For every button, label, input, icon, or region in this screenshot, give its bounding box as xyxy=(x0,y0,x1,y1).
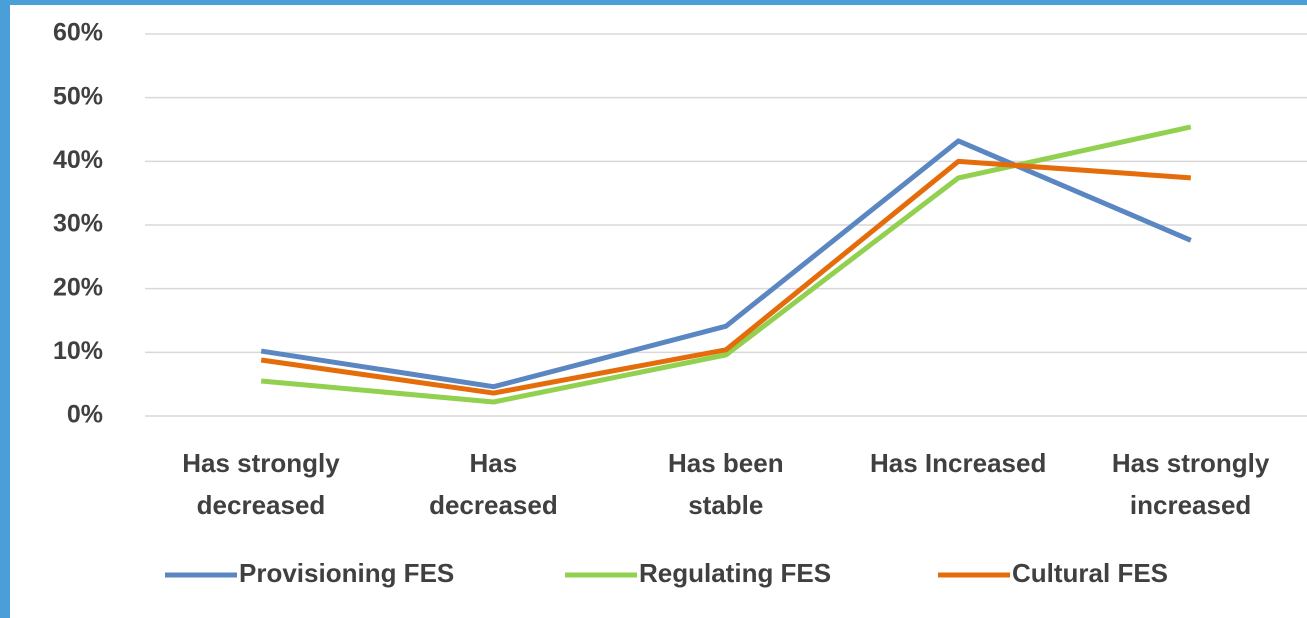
legend-label: Provisioning FES xyxy=(239,558,454,588)
y-tick-label: 30% xyxy=(53,210,103,238)
series-line xyxy=(260,124,1192,405)
y-tick-label: 40% xyxy=(53,146,103,174)
y-tick-label: 0% xyxy=(67,401,103,429)
legend-label: Cultural FES xyxy=(1012,558,1168,588)
legend-label: Regulating FES xyxy=(639,558,831,588)
y-tick-label: 60% xyxy=(53,19,103,47)
x-tick-label: Has strongly increased xyxy=(1111,448,1270,520)
x-tick-label: Has Increased xyxy=(870,448,1047,478)
chart-frame: 0% 10% 20% 30% 40% 50% 60% Provisioning FES Regu… xyxy=(10,5,1307,618)
x-tick-label: Has been stable xyxy=(667,448,784,520)
y-tick-label: 50% xyxy=(53,82,103,110)
x-tick-label: Has strongly decreased xyxy=(182,448,340,520)
series-line xyxy=(260,158,1191,396)
y-tick-label: 10% xyxy=(53,337,103,365)
x-tick-label: Has decreased xyxy=(429,448,558,520)
y-tick-label: 20% xyxy=(53,273,103,301)
chart: 0% 10% 20% 30% 40% 50% 60% Provisioning FES Regu… xyxy=(53,19,1307,588)
series-line xyxy=(260,138,1192,390)
